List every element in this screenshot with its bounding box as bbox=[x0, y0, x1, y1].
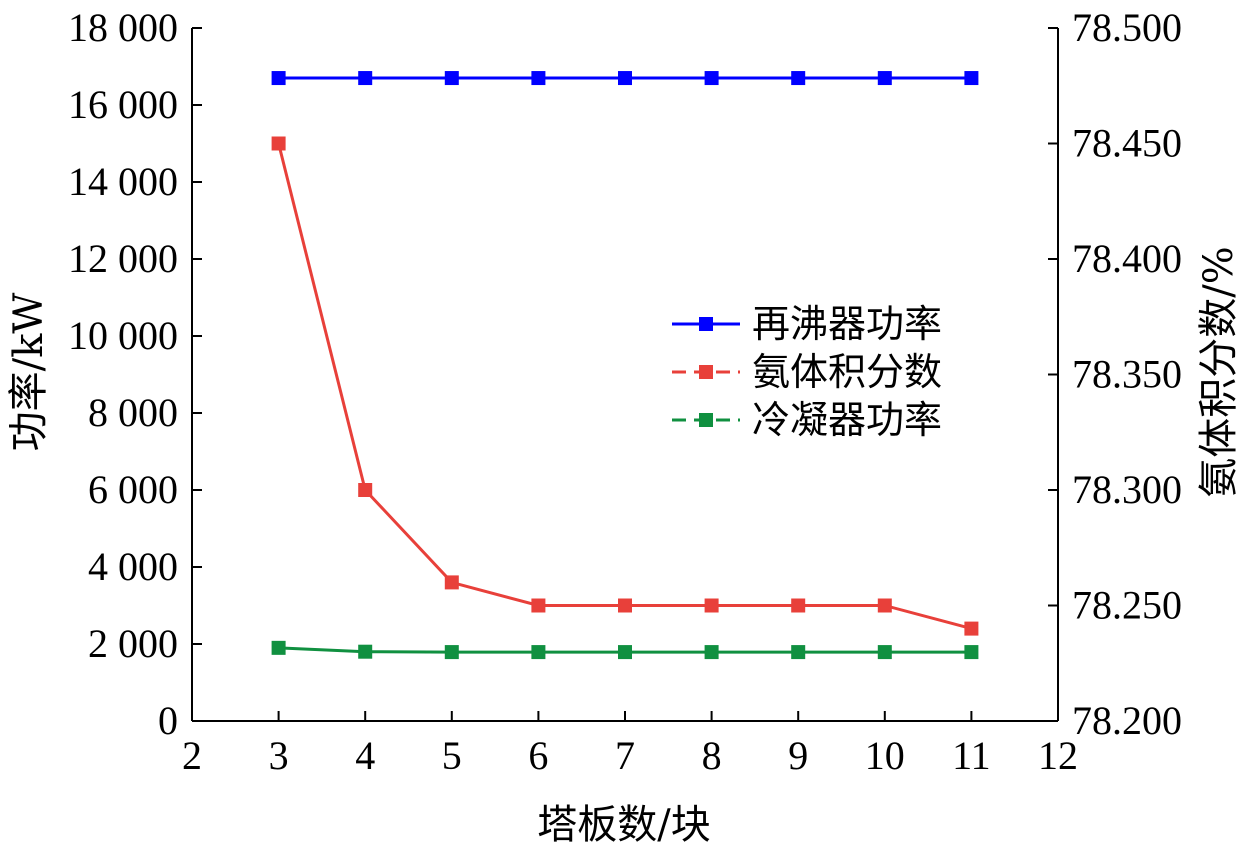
data-point bbox=[444, 71, 459, 86]
x-axis-title: 塔板数/块 bbox=[537, 802, 710, 848]
legend-label: 再沸器功率 bbox=[752, 302, 942, 346]
y-right-tick-label: 78.250 bbox=[1072, 583, 1182, 628]
x-tick-label: 3 bbox=[269, 733, 289, 778]
data-point bbox=[791, 71, 806, 86]
data-point bbox=[271, 640, 286, 655]
x-tick-label: 5 bbox=[442, 733, 462, 778]
series-group bbox=[271, 71, 979, 86]
data-point bbox=[877, 71, 892, 86]
x-tick-label: 6 bbox=[528, 733, 548, 778]
data-point bbox=[358, 71, 373, 86]
y-left-tick-label: 0 bbox=[158, 698, 178, 743]
legend-item: 冷凝器功率 bbox=[672, 398, 942, 442]
data-point bbox=[704, 71, 719, 86]
y-left-tick-label: 12 000 bbox=[68, 236, 178, 281]
x-tick-label: 9 bbox=[788, 733, 808, 778]
y-right-axis-title: 氨体积分数/% bbox=[1196, 246, 1242, 497]
data-point bbox=[618, 71, 632, 86]
y-left-axis-title: 功率/kW bbox=[6, 293, 52, 452]
x-tick-label: 8 bbox=[702, 733, 722, 778]
data-point bbox=[964, 71, 979, 86]
series-group bbox=[271, 136, 979, 636]
data-point bbox=[531, 598, 546, 613]
data-point bbox=[531, 71, 546, 86]
x-tick-label: 12 bbox=[1038, 733, 1078, 778]
legend-swatch-marker bbox=[699, 317, 713, 331]
y-left-tick-label: 18 000 bbox=[68, 5, 178, 50]
y-left-tick-label: 6 000 bbox=[88, 467, 178, 512]
y-right-tick-label: 78.400 bbox=[1072, 236, 1182, 281]
y-left-tick-label: 8 000 bbox=[88, 390, 178, 435]
x-tick-label: 4 bbox=[355, 733, 375, 778]
y-left-tick-label: 4 000 bbox=[88, 544, 178, 589]
y-left-tick-label: 10 000 bbox=[68, 313, 178, 358]
data-point bbox=[358, 483, 373, 497]
axes-layer: 2 3 4 5 6 7 8 9 10 11 12 0 2 000 4 000 6 000 8 000 10 00… bbox=[68, 5, 1182, 778]
y-right-tick-label: 78.200 bbox=[1072, 698, 1182, 743]
data-point bbox=[444, 645, 459, 660]
data-point bbox=[964, 645, 979, 660]
y-left-tick-label: 2 000 bbox=[88, 621, 178, 666]
y-right-tick-label: 78.350 bbox=[1072, 352, 1182, 397]
series-group bbox=[271, 640, 979, 660]
legend-item: 氨体积分数 bbox=[672, 350, 942, 394]
data-point bbox=[791, 645, 806, 660]
data-point bbox=[704, 645, 719, 660]
legend-label: 氨体积分数 bbox=[752, 350, 942, 394]
data-point bbox=[791, 598, 806, 613]
y-right-tick-label: 78.500 bbox=[1072, 5, 1182, 50]
data-point bbox=[271, 71, 286, 86]
data-point bbox=[877, 645, 892, 660]
data-point bbox=[964, 621, 979, 636]
y-right-tick-label: 78.450 bbox=[1072, 121, 1182, 166]
x-tick-label: 11 bbox=[952, 733, 991, 778]
legend-swatch-marker bbox=[699, 365, 713, 379]
y-right-tick-label: 78.300 bbox=[1072, 467, 1182, 512]
data-point bbox=[618, 645, 632, 660]
legend-label: 冷凝器功率 bbox=[752, 398, 942, 442]
data-point bbox=[271, 136, 286, 151]
x-tick-label: 7 bbox=[615, 733, 635, 778]
x-tick-label: 10 bbox=[865, 733, 905, 778]
series-layer bbox=[271, 71, 979, 660]
y-left-tick-label: 16 000 bbox=[68, 82, 178, 127]
data-point bbox=[444, 575, 459, 590]
data-point bbox=[877, 598, 892, 613]
data-point bbox=[531, 645, 546, 660]
x-tick-label: 2 bbox=[182, 733, 202, 778]
data-point bbox=[618, 598, 632, 613]
y-left-tick-label: 14 000 bbox=[68, 159, 178, 204]
legend-swatch-marker bbox=[699, 413, 713, 427]
data-point bbox=[704, 598, 719, 613]
legend-item: 再沸器功率 bbox=[672, 302, 942, 346]
data-point bbox=[358, 644, 373, 659]
